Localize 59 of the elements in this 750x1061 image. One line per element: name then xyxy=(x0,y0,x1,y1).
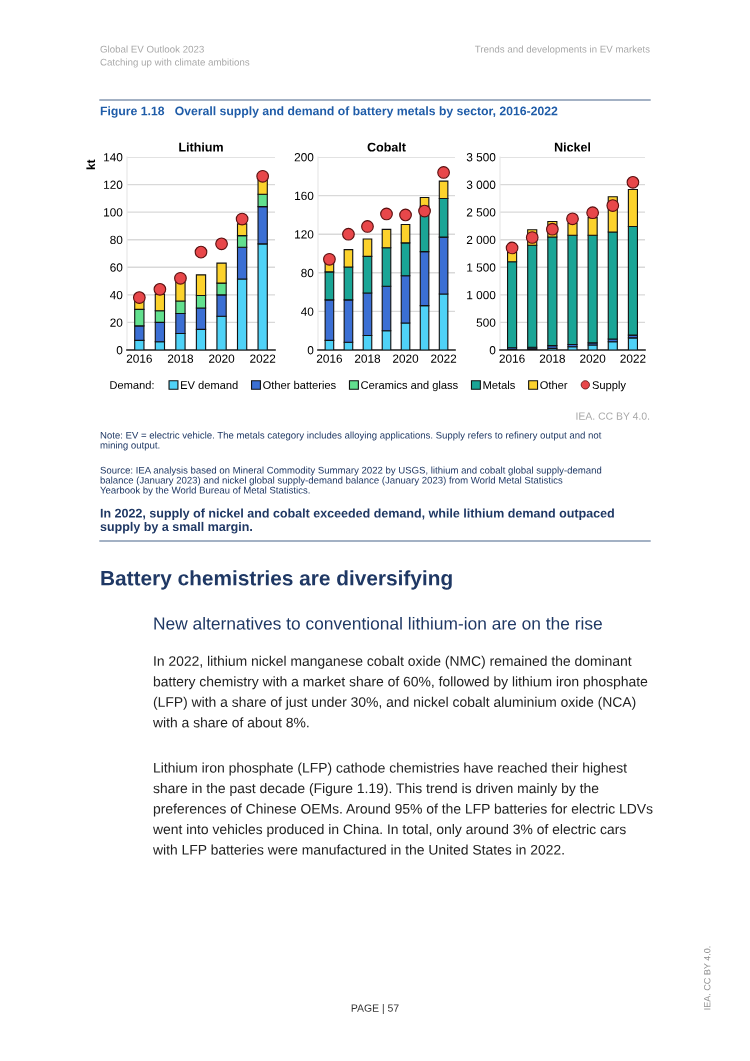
legend-label: Metals xyxy=(483,380,515,390)
y-tick-label: 40 xyxy=(109,290,123,300)
y-tick-label: 0 xyxy=(307,346,314,355)
y-tick-label: 120 xyxy=(295,230,314,239)
text: Catching up with climate ambitions xyxy=(100,58,250,68)
text: PAGE | 57 xyxy=(351,1004,399,1014)
legend-title: Demand: xyxy=(110,380,154,389)
y-tick-label: 100 xyxy=(104,208,123,217)
y-tick-label: 20 xyxy=(110,318,123,327)
y-tick-label: 1 500 xyxy=(467,263,496,272)
x-tick-label: 2022 xyxy=(431,354,457,363)
y-tick-label: 2 500 xyxy=(466,208,496,217)
text: In 2022, supply of nickel and cobalt exceeded demand, while lithium demand outpaced supply by a small margin. xyxy=(100,508,614,534)
legend-label: Supply xyxy=(592,380,626,392)
x-tick-label: 2020 xyxy=(209,354,235,363)
legend-label: Other xyxy=(540,380,568,390)
text: Battery chemistries are diversifying xyxy=(101,570,452,590)
y-tick-label: 0 xyxy=(489,346,496,355)
text: Global EV Outlook 2023 xyxy=(100,45,204,53)
y-tick-label: 160 xyxy=(295,191,314,200)
legend-label: Other batteries xyxy=(263,380,336,390)
y-tick-label: 80 xyxy=(110,235,123,245)
legend-label: Ceramics and glass xyxy=(361,380,458,392)
x-tick-label: 2020 xyxy=(580,354,606,363)
y-tick-label: 3 500 xyxy=(466,153,496,162)
x-tick-label: 2016 xyxy=(126,354,152,363)
text: Trends and developments in EV markets xyxy=(474,45,650,55)
y-tick-label: 60 xyxy=(110,263,123,272)
y-tick-label: 200 xyxy=(294,153,314,162)
y-tick-label: 0 xyxy=(116,346,123,355)
y-tick-label: 120 xyxy=(104,180,123,189)
x-tick-label: 2016 xyxy=(499,354,525,363)
caption: Figure 1.18 Overall supply and demand of battery metals by sector, 2016-2022 xyxy=(100,106,558,118)
text: Note: EV = electric vehicle. The metals category includes alloying applications. Supply refers to refinery output and not mining output. xyxy=(100,431,602,451)
chart-title: Lithium xyxy=(179,142,223,152)
x-tick-label: 2018 xyxy=(167,354,194,363)
y-tick-label: 40 xyxy=(300,307,314,316)
x-tick-label: 2018 xyxy=(354,354,381,363)
y-tick-label: 80 xyxy=(301,268,314,278)
x-tick-label: 2018 xyxy=(539,354,565,363)
y-tick-label: 2 000 xyxy=(466,235,496,245)
text: In 2022, lithium nickel manganese cobalt oxide (NMC) remained the dominant battery chemistry with a market share of 60%, followed by lithium iron phosphate (LFP) with a share of just under 30%, and nickel cobalt aluminium oxide (NCA) with a share of about 8%. xyxy=(152,655,648,728)
y-tick-label: 140 xyxy=(104,153,123,162)
source-note: Source: IEA analysis based on Mineral Commodity Summary 2022 by USGS, lithium and cobalt global supply-demand balance (January 2023) and nickel global supply-demand balance (January 2023) from World Metal Statistics Yearbook by the World Bureau of Metal Statistics. xyxy=(100,466,602,496)
text: Lithium iron phosphate (LFP) cathode chemistries have reached their highest share in the past decade (Figure 1.19). This trend is driven mainly by the preferences of Chinese OEMs. Around 95% of the LFP batteries for electric LDVs went into vehicles produced in China. In total, only around 3% of electric cars with LFP batteries were manufactured in the United States in 2022. xyxy=(152,762,653,855)
x-tick-label: 2020 xyxy=(392,354,419,363)
text: New alternatives to conventional lithium-ion are on the rise xyxy=(154,616,602,630)
chart-title: Cobalt xyxy=(367,142,406,152)
y-tick-label: 500 xyxy=(476,318,496,327)
y-tick-label: 3 000 xyxy=(466,180,496,189)
legend-label: EV demand xyxy=(181,380,238,390)
x-tick-label: 2022 xyxy=(250,354,276,363)
y-axis-title: kt xyxy=(86,159,96,170)
text: IEA. CC BY 4.0. xyxy=(704,946,711,1010)
y-tick-label: 1 000 xyxy=(467,290,496,300)
text: IEA. CC BY 4.0. xyxy=(576,412,650,420)
chart-title: Nickel xyxy=(554,142,591,152)
x-tick-label: 2022 xyxy=(620,354,646,363)
x-tick-label: 2016 xyxy=(316,354,343,363)
